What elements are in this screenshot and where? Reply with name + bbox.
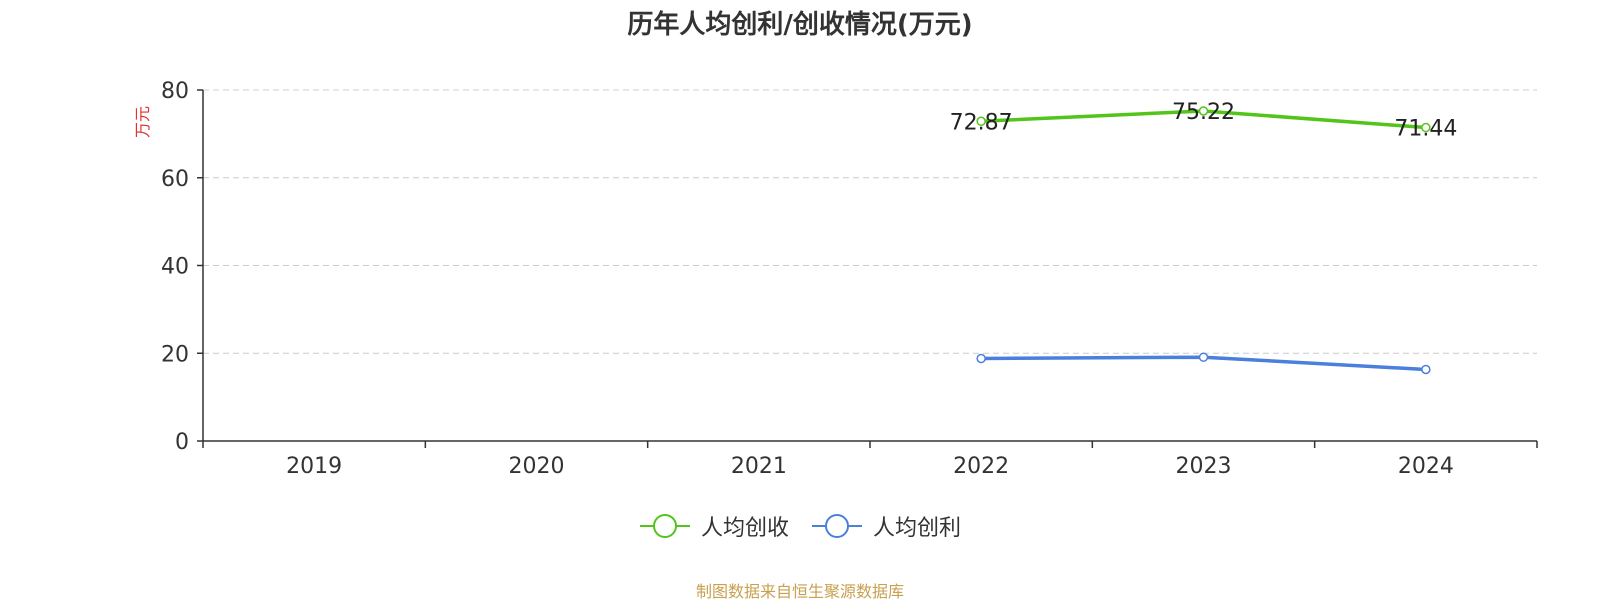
- legend-line-circle-icon: [639, 514, 690, 538]
- source-note: 制图数据来自恒生聚源数据库: [695, 582, 904, 601]
- legend-icon-circle: [825, 514, 849, 538]
- data-point: [1198, 106, 1209, 116]
- data-point: [1421, 122, 1431, 133]
- y-tick-label: 40: [161, 255, 189, 280]
- y-tick-label: 80: [161, 79, 189, 104]
- y-tick-label: 0: [175, 430, 189, 455]
- x-tick-label: 2020: [509, 454, 565, 479]
- data-point: [1198, 352, 1209, 362]
- data-point: [976, 116, 986, 127]
- y-tick-label: 20: [161, 342, 189, 367]
- data-labels: 72.87 75.22 71.44: [950, 100, 1458, 142]
- line-chart: 0 20 40 60 80 2019 2020 2021 2022 2023 2024 万元 72.…: [133, 79, 1538, 479]
- data-point: [1421, 364, 1431, 375]
- legend-item-1[interactable]: 人均创收: [639, 510, 789, 542]
- grid-lines: [203, 89, 1537, 354]
- legend-label: 人均创利: [873, 516, 962, 541]
- legend-label: 人均创收: [700, 516, 789, 541]
- legend-item-2[interactable]: 人均创利: [811, 510, 961, 542]
- data-label: 71.44: [1394, 117, 1457, 142]
- x-tick-label: 2019: [286, 454, 342, 479]
- y-axis-label: 万元: [133, 106, 152, 138]
- data-label: 72.87: [950, 110, 1013, 135]
- legend: 人均创收 人均创利: [0, 510, 1600, 542]
- data-point: [976, 353, 986, 364]
- x-tick-label: 2023: [1176, 454, 1232, 479]
- legend-icon-circle: [652, 514, 677, 538]
- axes: 0 20 40 60 80 2019 2020 2021 2022 2023 2024: [161, 79, 1538, 479]
- series: [976, 106, 1431, 375]
- x-tick-label: 2021: [731, 454, 787, 479]
- chart-title: 历年人均创利/创收情况(万元): [627, 10, 973, 40]
- data-label: 75.22: [1172, 100, 1235, 125]
- y-tick-label: 60: [161, 167, 189, 192]
- x-tick-label: 2024: [1398, 454, 1454, 479]
- legend-line-circle-icon: [812, 514, 862, 538]
- x-tick-label: 2022: [953, 454, 1009, 479]
